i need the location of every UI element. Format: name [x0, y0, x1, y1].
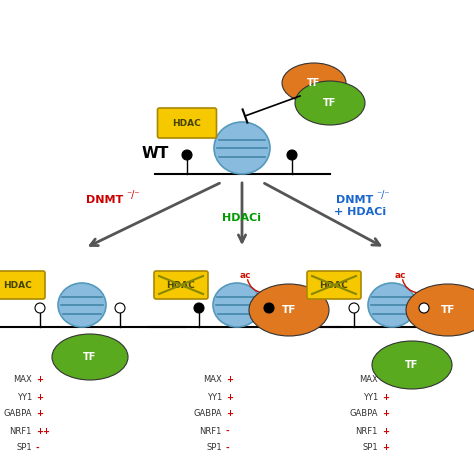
Text: WT: WT: [141, 146, 169, 161]
Ellipse shape: [406, 284, 474, 336]
Text: NRF1: NRF1: [356, 427, 378, 436]
Ellipse shape: [282, 63, 346, 103]
Circle shape: [419, 303, 429, 313]
Text: SP1: SP1: [17, 444, 32, 453]
Text: HDAC: HDAC: [167, 281, 195, 290]
Ellipse shape: [372, 341, 452, 389]
FancyBboxPatch shape: [157, 108, 217, 138]
Text: DNMT: DNMT: [86, 195, 124, 205]
Text: +: +: [382, 410, 389, 419]
Ellipse shape: [52, 334, 128, 380]
Text: TF: TF: [441, 305, 455, 315]
Circle shape: [182, 150, 192, 160]
Text: HDACi: HDACi: [222, 213, 262, 223]
Text: +: +: [226, 375, 233, 384]
Text: +: +: [382, 392, 389, 401]
Text: NRF1: NRF1: [200, 427, 222, 436]
Text: TF: TF: [83, 352, 97, 362]
Ellipse shape: [295, 81, 365, 125]
Text: MAX: MAX: [359, 375, 378, 384]
Text: YY1: YY1: [363, 392, 378, 401]
Text: HDAC: HDAC: [4, 281, 32, 290]
Text: GABPA: GABPA: [349, 410, 378, 419]
Text: TF: TF: [282, 305, 296, 315]
Text: TF: TF: [323, 98, 337, 108]
Text: YY1: YY1: [207, 392, 222, 401]
Circle shape: [35, 303, 45, 313]
Text: +: +: [226, 410, 233, 419]
Text: NRF1: NRF1: [9, 427, 32, 436]
Text: SP1: SP1: [206, 444, 222, 453]
Text: MAX: MAX: [203, 375, 222, 384]
Text: -: -: [226, 427, 229, 436]
Text: +: +: [36, 375, 43, 384]
Text: +: +: [36, 392, 43, 401]
Ellipse shape: [368, 283, 416, 327]
Text: GABPA: GABPA: [3, 410, 32, 419]
Text: +: +: [36, 410, 43, 419]
Text: YY1: YY1: [17, 392, 32, 401]
Text: HDAC: HDAC: [319, 281, 348, 290]
Text: SP1: SP1: [363, 444, 378, 453]
Ellipse shape: [249, 284, 329, 336]
Text: ++: ++: [36, 427, 50, 436]
Text: TF: TF: [405, 360, 419, 370]
Ellipse shape: [214, 122, 270, 174]
Text: + HDACi: + HDACi: [334, 207, 386, 217]
Text: HDAC: HDAC: [173, 118, 201, 128]
FancyBboxPatch shape: [307, 271, 361, 299]
Text: +: +: [226, 392, 233, 401]
Text: TF: TF: [307, 78, 321, 88]
Text: ac: ac: [239, 271, 251, 280]
Text: DNMT: DNMT: [337, 195, 374, 205]
Ellipse shape: [58, 283, 106, 327]
FancyBboxPatch shape: [154, 271, 208, 299]
Circle shape: [115, 303, 125, 313]
Text: +: +: [382, 444, 389, 453]
Circle shape: [287, 150, 297, 160]
Text: GABPA: GABPA: [193, 410, 222, 419]
Text: -: -: [226, 444, 229, 453]
Text: ⁻/⁻: ⁻/⁻: [126, 190, 140, 200]
Text: ⁻/⁻: ⁻/⁻: [376, 190, 390, 200]
Ellipse shape: [213, 283, 261, 327]
Circle shape: [264, 303, 274, 313]
Text: ac: ac: [394, 271, 406, 280]
FancyBboxPatch shape: [0, 271, 45, 299]
Text: +: +: [382, 427, 389, 436]
Circle shape: [349, 303, 359, 313]
Circle shape: [194, 303, 204, 313]
Text: -: -: [36, 444, 40, 453]
Text: MAX: MAX: [13, 375, 32, 384]
Text: +: +: [382, 375, 389, 384]
